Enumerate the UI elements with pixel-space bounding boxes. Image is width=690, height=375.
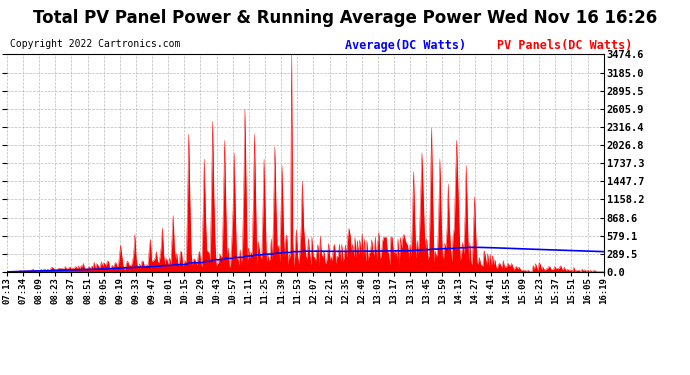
Text: PV Panels(DC Watts): PV Panels(DC Watts) bbox=[497, 39, 632, 53]
Text: Copyright 2022 Cartronics.com: Copyright 2022 Cartronics.com bbox=[10, 39, 181, 50]
Text: Average(DC Watts): Average(DC Watts) bbox=[345, 39, 466, 53]
Text: Total PV Panel Power & Running Average Power Wed Nov 16 16:26: Total PV Panel Power & Running Average P… bbox=[33, 9, 657, 27]
